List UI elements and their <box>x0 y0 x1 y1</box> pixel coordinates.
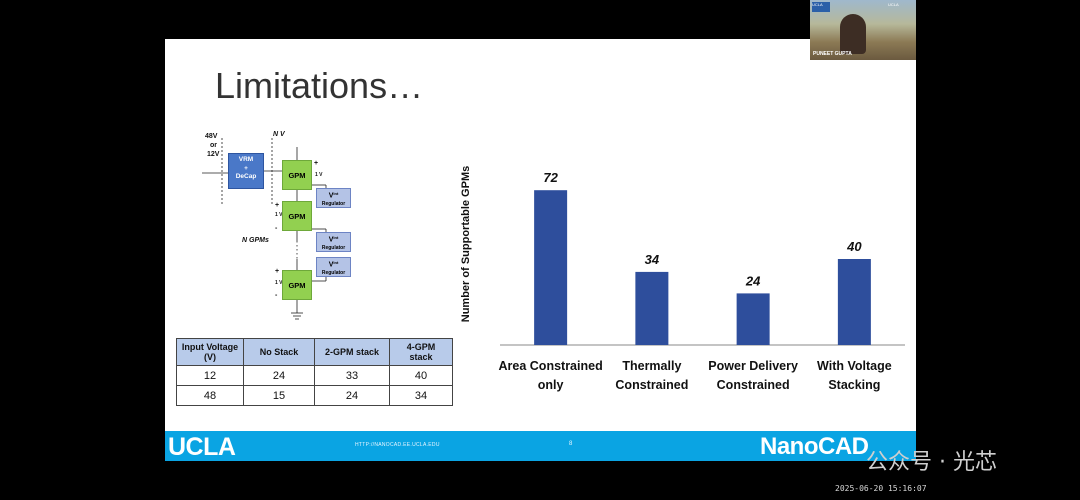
category-label-4: Stacking <box>828 378 880 392</box>
regulator-sup: int <box>333 191 339 196</box>
plus-sign: + <box>314 160 319 167</box>
webcam-logo-right: UCLA <box>888 2 899 7</box>
regulator-v: V <box>328 192 334 200</box>
input-voltage-alt: 12V <box>207 151 220 158</box>
vrm-decap-label: DeCap <box>235 173 257 180</box>
category-label-4: With Voltage <box>817 359 892 373</box>
gpm-bar-chart: Number of Supportable GPMs 72 Area Constra… <box>460 166 905 392</box>
presenter-name: PUNEET GUPTA <box>813 51 852 57</box>
nanocad-logo: NanoCAD <box>760 433 869 460</box>
table-cell: 12 <box>176 365 244 386</box>
category-label-3: Constrained <box>717 378 790 392</box>
vrm-block: VRM + DeCap <box>228 153 264 189</box>
plus-sign: + <box>275 268 280 275</box>
table-cell: 48 <box>176 385 244 406</box>
regulator-block: Vint Regulator <box>316 188 351 208</box>
table-cell: 24 <box>314 385 390 406</box>
table-header: Input Voltage (V) <box>176 338 244 366</box>
power-delivery-diagram: 48V or 12V N V VRM + DeCap GPM + 1 V Vin… <box>200 127 400 322</box>
nv-label: N V <box>273 131 285 138</box>
diagram-wires <box>202 138 327 320</box>
table-header: No Stack <box>243 338 315 366</box>
watermark: 公众号 · 光芯 <box>866 450 997 475</box>
bar-2 <box>635 271 669 345</box>
regulator-label: Regulator <box>321 244 346 251</box>
webcam-overlay: UCLA UCLA PUNEET GUPTA <box>810 0 916 60</box>
vrm-plus: + <box>244 164 248 172</box>
regulator-label: Regulator <box>321 200 346 207</box>
footer-url: HTTP://NANOCAD.EE.UCLA.EDU <box>355 442 440 448</box>
category-label-1: Area Constrained <box>499 359 603 373</box>
gpm-block: GPM <box>282 270 312 300</box>
table-cell: 24 <box>243 365 315 386</box>
voltage-label: 1 V <box>315 172 323 178</box>
category-label-3: Power Delivery <box>708 359 798 373</box>
slide: Limitations… 48V or <box>165 39 916 461</box>
vrm-label: VRM <box>238 156 254 163</box>
bar-3 <box>736 293 770 345</box>
input-voltage-label: 48V <box>205 133 218 140</box>
table-cell: 40 <box>389 365 453 386</box>
regulator-sup: int <box>333 235 339 240</box>
data-label-3: 24 <box>745 273 761 288</box>
table-row: 12 24 33 40 <box>176 365 453 386</box>
category-label-2: Constrained <box>615 378 688 392</box>
table-row: 48 15 24 34 <box>176 385 453 406</box>
table-cell: 33 <box>314 365 390 386</box>
voltage-label: 1 V <box>275 280 283 286</box>
category-label-1: only <box>538 378 564 392</box>
regulator-block: Vint Regulator <box>316 257 351 277</box>
slide-footer: UCLA HTTP://NANOCAD.EE.UCLA.EDU 8 NanoCA… <box>165 431 916 461</box>
minus-sign: - <box>275 292 278 299</box>
gpm-block: GPM <box>282 201 312 231</box>
page-number: 8 <box>569 441 573 447</box>
regulator-v: V <box>328 261 334 269</box>
voltage-stack-table: Input Voltage (V) No Stack 2-GPM stack 4… <box>176 338 453 406</box>
data-label-2: 34 <box>645 252 660 267</box>
table-cell: 15 <box>243 385 315 406</box>
regulator-label: Regulator <box>321 269 346 276</box>
plus-sign: + <box>275 202 280 209</box>
webcam-logo-left: UCLA <box>812 2 830 12</box>
n-gpms-label: N GPMs <box>242 237 269 244</box>
category-label-2: Thermally <box>622 359 681 373</box>
bar-1 <box>534 190 568 345</box>
regulator-block: Vint Regulator <box>316 232 351 252</box>
table-header: 4-GPM stack <box>389 338 453 366</box>
regulator-v: V <box>328 236 334 244</box>
timestamp: 2025-06-20 15:16:07 <box>835 484 927 493</box>
ucla-logo: UCLA <box>168 433 236 461</box>
data-label-1: 72 <box>543 170 558 185</box>
presenter-video <box>840 14 866 54</box>
voltage-label: 1 V <box>275 212 283 218</box>
gpm-block: GPM <box>282 160 312 190</box>
slide-title: Limitations… <box>215 65 424 106</box>
y-axis-label: Number of Supportable GPMs <box>460 166 472 322</box>
regulator-sup: int <box>333 260 339 265</box>
table-header: 2-GPM stack <box>314 338 390 366</box>
input-voltage-or: or <box>210 142 217 149</box>
minus-sign: - <box>275 225 278 232</box>
data-label-4: 40 <box>846 239 862 254</box>
bar-4 <box>837 259 871 345</box>
table-cell: 34 <box>389 385 453 406</box>
